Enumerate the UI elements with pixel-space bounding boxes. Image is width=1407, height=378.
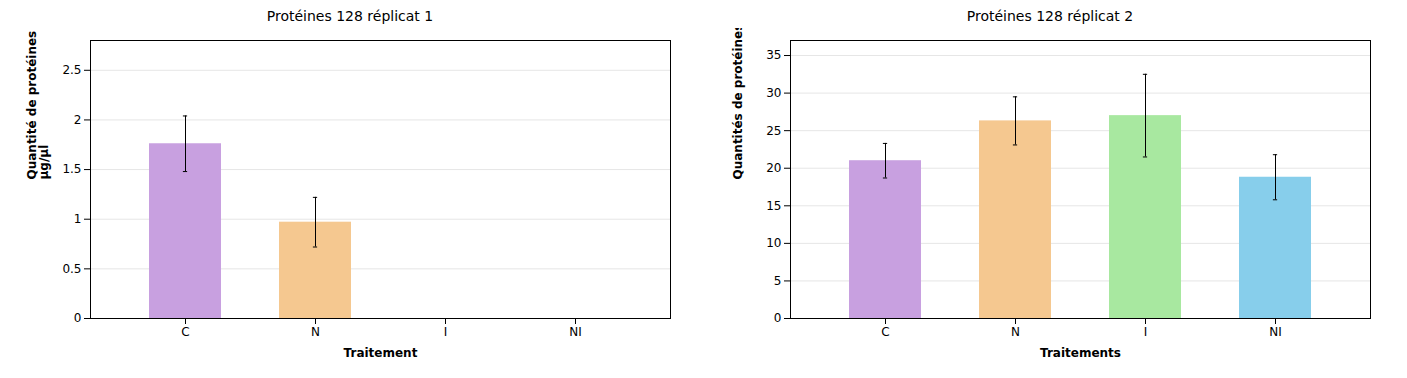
svg-text:35: 35 [766,48,781,62]
svg-text:I: I [444,325,448,339]
svg-text:30: 30 [766,86,781,100]
html-text:Protéines 128 réplicat 2: Protéines 128 réplicat 2 [966,8,1134,24]
html-text:Protéines 128 réplicat 1: Protéines 128 réplicat 1 [266,8,434,24]
svg-text:0: 0 [774,311,782,325]
svg-text:2: 2 [74,113,82,127]
svg-text:0.5: 0.5 [62,262,81,276]
svg-text:Traitements: Traitements [1040,346,1121,360]
svg-text:C: C [181,325,189,339]
svg-text:15: 15 [766,199,781,213]
svg-text:N: N [1011,325,1020,339]
svg-text:1: 1 [74,212,82,226]
svg-text:I: I [1144,325,1148,339]
svg-text:NI: NI [569,325,582,339]
svg-text:Quantité de protéines enμg/μl: Quantité de protéines enμg/μl [25,28,51,180]
svg-text:2.5: 2.5 [62,63,81,77]
svg-text:0: 0 [74,311,82,325]
svg-text:Traitement: Traitement [344,346,418,360]
svg-text:5: 5 [774,274,782,288]
svg-text:20: 20 [766,161,781,175]
svg-text:25: 25 [766,124,781,138]
svg-text:NI: NI [1269,325,1282,339]
svg-text:10: 10 [766,236,781,250]
svg-text:N: N [311,325,320,339]
svg-text:Quantités de protéines en μg/μ: Quantités de protéines en μg/μl [731,28,745,180]
svg-text:1.5: 1.5 [62,162,81,176]
svg-text:C: C [881,325,889,339]
